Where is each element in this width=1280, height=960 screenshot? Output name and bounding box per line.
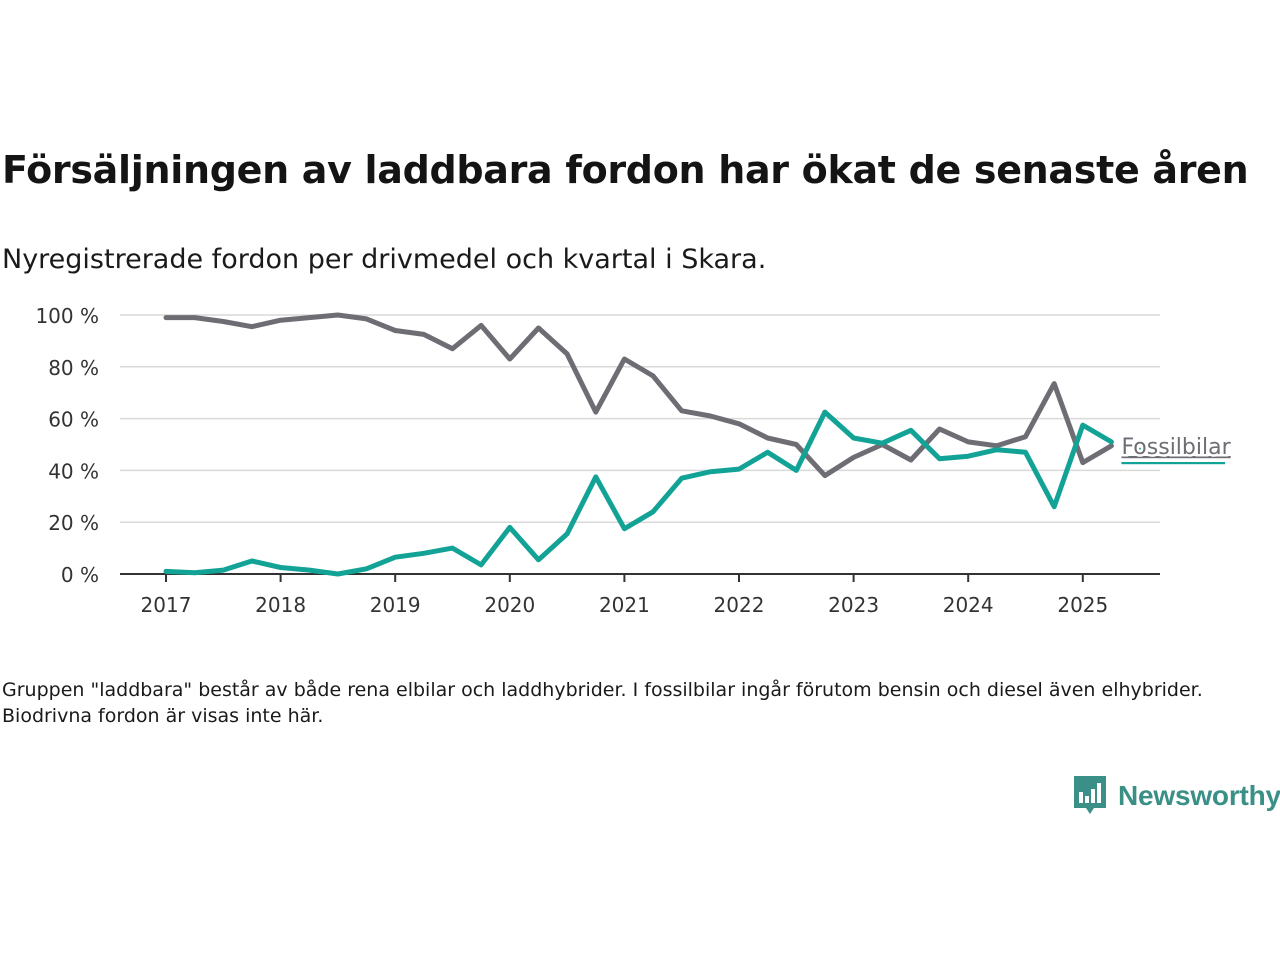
x-tick-label: 2017 <box>141 593 192 617</box>
x-tick-label: 2019 <box>370 593 421 617</box>
y-tick-label: 20 % <box>48 511 99 535</box>
grid-lines <box>120 314 1160 523</box>
series-line-laddbara <box>163 409 1114 577</box>
x-tick-label: 2022 <box>714 593 765 617</box>
x-tick-label: 2018 <box>255 593 306 617</box>
series-label-laddbara: Laddbara <box>1121 441 1225 466</box>
x-tick-label: 2021 <box>599 593 650 617</box>
chart-subtitle: Nyregistrerade fordon per drivmedel och … <box>2 244 767 275</box>
brand-name: Newsworthy <box>1118 780 1280 811</box>
x-tick-label: 2024 <box>943 593 994 617</box>
newsworthy-logo[interactable]: Newsworthy <box>1072 774 1280 818</box>
y-tick-label: 0 % <box>61 563 99 587</box>
footnote: Gruppen "laddbara" består av både rena e… <box>2 679 1203 727</box>
series-label-fossilbilar: Fossilbilar <box>1121 435 1231 460</box>
x-tick-label: 2023 <box>828 593 879 617</box>
line-chart: 0 % 20 % 40 % 60 % 80 % 100 % 2017 2018 2019 202… <box>35 304 1234 617</box>
y-tick-label: 80 % <box>48 356 99 380</box>
y-axis-ticks: 0 % 20 % 40 % 60 % 80 % 100 % <box>35 304 99 587</box>
x-tick-label: 2020 <box>484 593 535 617</box>
x-axis: 2017 2018 2019 2020 2021 2022 2023 2024 2025 <box>120 573 1160 617</box>
newsworthy-logo-icon <box>1074 776 1106 814</box>
y-tick-label: 100 % <box>35 304 99 328</box>
chart-title: Försäljningen av laddbara fordon har öka… <box>2 148 1249 192</box>
y-tick-label: 60 % <box>48 408 99 432</box>
series-lines <box>163 312 1114 577</box>
y-tick-label: 40 % <box>48 459 99 483</box>
x-tick-label: 2025 <box>1057 593 1108 617</box>
series-line-fossilbilar <box>163 312 1114 479</box>
